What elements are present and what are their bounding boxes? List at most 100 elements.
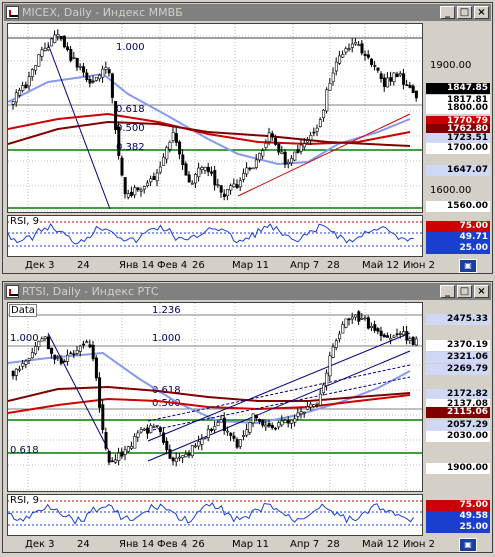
candle-body bbox=[184, 453, 188, 458]
candle-body bbox=[165, 147, 169, 160]
candle-body bbox=[270, 424, 274, 429]
micex-price-plot[interactable]: 1.000 0.618 0.500 0.382 bbox=[7, 23, 423, 216]
moving-average-line bbox=[7, 385, 411, 402]
candle-body bbox=[130, 191, 134, 196]
candle-body bbox=[194, 445, 198, 448]
candle-body bbox=[101, 404, 105, 430]
candle-body bbox=[37, 340, 41, 348]
rtsi-chart-window: RTSI, Daily - Индекс РТС _ □ × 1.236 1.00… bbox=[2, 281, 493, 553]
date-tick-label: Мар 11 bbox=[232, 539, 270, 550]
date-tick-label: Янв 14 bbox=[119, 260, 155, 271]
price-tag: 25.00 bbox=[426, 243, 490, 254]
candle-body bbox=[360, 43, 364, 54]
candle-body bbox=[91, 344, 95, 360]
candle-body bbox=[190, 182, 194, 185]
date-tick-label: Апр 7 bbox=[290, 260, 320, 271]
maximize-button[interactable]: □ bbox=[457, 285, 472, 298]
candle-body bbox=[69, 48, 73, 61]
candle-body bbox=[245, 429, 249, 436]
candle-body bbox=[334, 61, 338, 72]
candle-body bbox=[123, 177, 127, 195]
chart-window-icon bbox=[6, 285, 19, 298]
micex-rsi-label: RSI, 9 bbox=[9, 216, 40, 227]
candle-body bbox=[277, 422, 281, 428]
date-tick-label: 26 bbox=[192, 539, 205, 550]
candle-body bbox=[168, 141, 172, 150]
candle-body bbox=[117, 452, 121, 462]
candle-body bbox=[114, 101, 118, 130]
candle-body bbox=[18, 368, 22, 371]
candle-body bbox=[136, 187, 140, 191]
candle-body bbox=[46, 47, 50, 51]
rtsi-rsi-plot[interactable]: RSI, 9 bbox=[7, 494, 423, 536]
micex-rsi-scale: 75.00 49.71 25.00 bbox=[426, 215, 492, 257]
fib-label: 0.500 bbox=[152, 398, 181, 409]
candle-body bbox=[53, 34, 57, 43]
candle-body bbox=[200, 438, 204, 445]
candle-body bbox=[286, 420, 290, 424]
candle-body bbox=[293, 151, 297, 161]
minimize-button[interactable]: _ bbox=[440, 285, 455, 298]
fib-label: 1.000 bbox=[152, 333, 181, 344]
candle-body bbox=[158, 166, 162, 173]
close-button[interactable]: × bbox=[474, 6, 489, 19]
rtsi-rsi-scale: 75.00 49.58 25.00 bbox=[426, 494, 492, 536]
candle-body bbox=[152, 175, 156, 180]
candle-body bbox=[290, 158, 294, 164]
rtsi-price-plot[interactable]: 1.236 1.000 1.000 0.618 0.500 0.618 Data bbox=[7, 302, 423, 492]
candle-body bbox=[120, 451, 124, 457]
candle-body bbox=[66, 354, 70, 362]
trend-line bbox=[237, 113, 411, 197]
candle-body bbox=[91, 80, 95, 83]
micex-rsi-plot[interactable]: RSI, 9 bbox=[7, 215, 423, 257]
micex-titlebar[interactable]: MICEX, Daily - Индекс ММВБ _ □ × bbox=[4, 4, 491, 21]
candle-body bbox=[318, 119, 322, 128]
candle-body bbox=[187, 174, 191, 183]
candle-body bbox=[40, 49, 44, 57]
price-tag: 1900.00 bbox=[426, 463, 490, 474]
candle-body bbox=[299, 144, 303, 152]
candle-body bbox=[184, 163, 188, 176]
fib-label: 0.618 bbox=[10, 445, 39, 456]
candle-body bbox=[389, 77, 393, 82]
date-tick-label: Дек 3 bbox=[25, 260, 55, 271]
rsi-line bbox=[7, 222, 414, 245]
candle-body bbox=[59, 357, 63, 364]
candle-body bbox=[117, 126, 121, 156]
price-tag: 75.00 bbox=[426, 221, 490, 232]
candle-body bbox=[398, 333, 402, 335]
candle-body bbox=[357, 44, 361, 46]
date-tick-label: 24 bbox=[77, 539, 90, 550]
candle-body bbox=[178, 141, 182, 155]
candle-body bbox=[222, 193, 226, 197]
date-tick-label: Май 12 bbox=[362, 260, 400, 271]
candle-body bbox=[395, 333, 399, 336]
candle-body bbox=[261, 150, 265, 157]
candle-body bbox=[235, 439, 239, 448]
candle-body bbox=[21, 363, 25, 367]
candle-body bbox=[402, 331, 406, 336]
candle-body bbox=[75, 350, 79, 354]
candle-body bbox=[30, 352, 34, 359]
candle-body bbox=[248, 167, 252, 170]
candle-body bbox=[315, 127, 319, 132]
candle-body bbox=[114, 459, 118, 463]
candle-body bbox=[229, 185, 233, 191]
minimize-button[interactable]: _ bbox=[440, 6, 455, 19]
candle-body bbox=[72, 57, 76, 59]
candle-body bbox=[414, 90, 418, 99]
price-tag: 1723.51 bbox=[426, 133, 490, 144]
candle-body bbox=[85, 341, 89, 344]
scroll-right-icon[interactable]: ▣ bbox=[459, 259, 477, 273]
candle-body bbox=[357, 311, 361, 322]
candle-body bbox=[222, 417, 226, 431]
date-tick-label: 24 bbox=[77, 260, 90, 271]
rtsi-titlebar[interactable]: RTSI, Daily - Индекс РТС _ □ × bbox=[4, 283, 491, 300]
rtsi-date-axis: Дек 3 24 Янв 14 Фев 4 26 Мар 11 Апр 7 28 Май 12 И… bbox=[7, 539, 435, 553]
price-tag: 1647.07 bbox=[426, 165, 490, 176]
close-button[interactable]: × bbox=[474, 285, 489, 298]
scroll-right-icon[interactable]: ▣ bbox=[459, 538, 477, 552]
candle-body bbox=[197, 167, 201, 178]
maximize-button[interactable]: □ bbox=[457, 6, 472, 19]
candle-body bbox=[98, 74, 102, 80]
